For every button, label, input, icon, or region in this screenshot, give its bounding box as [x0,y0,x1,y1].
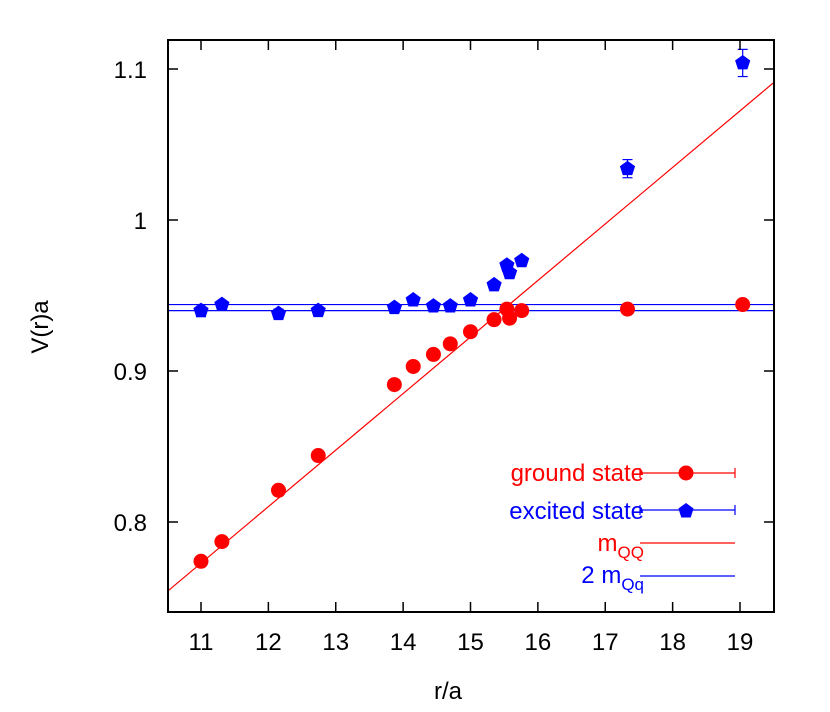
legend: ground state excited state mQQ 2 mQq [509,460,736,594]
ground-state-point [619,301,635,317]
excited-state-point [310,302,326,318]
ground-state-point [193,553,209,569]
legend-label-m-qq: mQQ [598,530,644,562]
ground-state-point [463,324,478,340]
x-tick-label: 11 [189,629,214,656]
x-tick-label: 13 [322,629,349,656]
x-tick-label: 12 [255,629,282,656]
excited-state-point [214,296,230,311]
excited-state-point [425,298,442,313]
legend-label-ground-state: ground state [511,460,644,487]
x-tick-label: 19 [727,629,754,656]
excited-state-point [735,55,751,70]
x-tick-label: 17 [592,629,619,656]
y-tick-label: 0.9 [114,359,147,386]
ground-state-point [270,482,286,498]
excited-state-point [193,302,209,318]
y-axis-title: V(r)a [27,300,54,354]
ground-state-point [502,310,518,326]
axes: 11 12 13 14 15 16 17 18 19 0.8 0.9 1 1.1 [114,39,775,656]
x-tick-label: 14 [390,629,417,656]
ground-state-point [735,297,751,313]
excited-state-point [462,292,479,307]
y-tick-label: 1.1 [114,57,147,84]
legend-marker-circle [678,465,694,481]
ground-state-point [486,312,502,328]
legend-marker-pentagon [678,503,694,518]
excited-state-point [405,292,421,307]
excited-state-point [514,252,530,268]
y-tick-label: 1 [134,208,147,235]
x-tick-label: 16 [525,629,552,656]
ground-state-point [310,448,326,464]
plot-area [168,48,774,592]
y-tick-label: 0.8 [114,510,147,537]
x-axis-title: r/a [434,678,463,705]
legend-label-excited-state: excited state [509,498,644,525]
ground-state-point [386,377,402,393]
excited-state-point [442,298,458,313]
x-tick-label: 18 [659,629,686,656]
excited-state-point [270,305,287,321]
ground-state-point [514,303,530,319]
excited-state-point [386,299,402,315]
ground-state-point [405,358,421,374]
ground-state-point [425,346,441,362]
x-tick-label: 15 [457,629,484,656]
excited-state-point [619,160,636,176]
ground-state-point [214,534,230,550]
excited-state-point [502,264,518,280]
ground-state-point [442,336,458,352]
legend-label-2-m-qq: 2 mQq [581,562,644,594]
excited-state-point [486,276,502,292]
